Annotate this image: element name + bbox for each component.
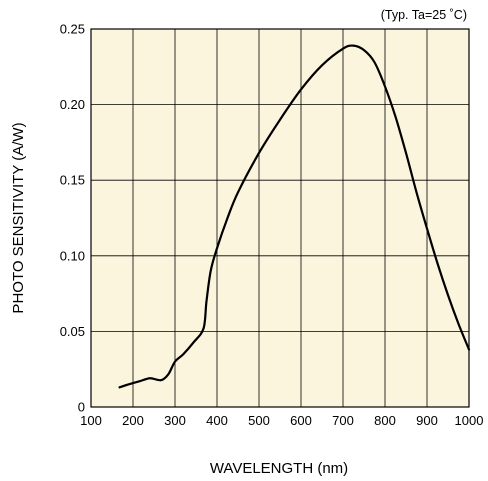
x-tick-label: 100	[80, 413, 102, 428]
x-tick-label: 900	[416, 413, 438, 428]
y-tick-label: 0.25	[60, 22, 85, 37]
x-tick-label: 1000	[455, 413, 484, 428]
x-tick-label: 200	[122, 413, 144, 428]
x-tick-labels: 100 200 300 400 500 600 700 800 900 1000	[80, 413, 483, 428]
y-tick-label: 0.15	[60, 173, 85, 188]
condition-annotation: (Typ. Ta=25 ˚C)	[381, 8, 467, 22]
x-tick-label: 400	[206, 413, 228, 428]
y-tick-label: 0.20	[60, 97, 85, 112]
y-tick-label: 0	[78, 400, 85, 415]
sensitivity-curve	[118, 44, 471, 389]
x-tick-label: 300	[164, 413, 186, 428]
plot-frame	[90, 28, 470, 408]
x-tick-label: 500	[248, 413, 270, 428]
y-tick-label: 0.05	[60, 324, 85, 339]
x-tick-label: 600	[290, 413, 312, 428]
y-tick-label: 0.10	[60, 248, 85, 263]
x-axis-label: WAVELENGTH (nm)	[210, 460, 348, 477]
x-tick-label: 700	[332, 413, 354, 428]
plot-area	[91, 29, 469, 407]
x-tick-label: 800	[374, 413, 396, 428]
y-tick-labels: 0 0.05 0.10 0.15 0.20 0.25	[60, 22, 85, 415]
y-axis-label: PHOTO SENSITIVITY (A/W)	[10, 122, 27, 313]
